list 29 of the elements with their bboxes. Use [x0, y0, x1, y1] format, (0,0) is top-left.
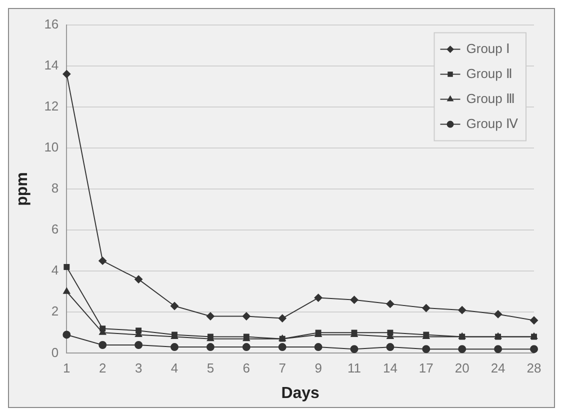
- y-tick-label: 10: [44, 140, 59, 155]
- x-tick-label: 9: [314, 360, 322, 376]
- y-tick-label: 6: [51, 222, 59, 237]
- x-tick-label: 28: [526, 360, 542, 376]
- legend-label: Group Ⅲ: [466, 90, 516, 106]
- x-tick-label: 4: [170, 360, 178, 376]
- x-tick-label: 7: [278, 360, 286, 376]
- x-tick-label: 5: [206, 360, 214, 376]
- y-tick-label: 14: [44, 57, 59, 72]
- x-tick-label: 1: [63, 360, 70, 376]
- y-tick-label: 8: [51, 180, 59, 196]
- y-tick-label: 0: [51, 344, 59, 360]
- y-tick-label: 2: [51, 304, 59, 319]
- legend-label: Group Ⅱ: [466, 66, 512, 81]
- x-tick-label: 6: [242, 360, 250, 376]
- x-axis-title: Days: [281, 384, 320, 402]
- y-tick-label: 12: [44, 98, 59, 114]
- x-tick-label: 24: [490, 360, 506, 376]
- y-tick-label: 16: [44, 16, 59, 32]
- y-axis-title: ppm: [14, 172, 32, 206]
- x-tick-label: 14: [382, 360, 398, 376]
- x-tick-label: 20: [454, 360, 470, 376]
- legend-label: Group Ⅳ: [466, 116, 518, 131]
- y-tick-label: 4: [51, 262, 59, 278]
- x-tick-label: 2: [98, 360, 106, 376]
- legend-label: Group Ⅰ: [466, 40, 510, 56]
- x-tick-label: 3: [134, 360, 142, 376]
- x-tick-label: 17: [418, 360, 434, 376]
- x-tick-label: 11: [348, 360, 362, 376]
